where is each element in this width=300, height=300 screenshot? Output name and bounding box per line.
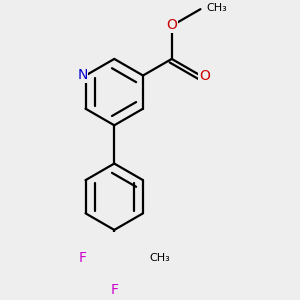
- Text: F: F: [78, 251, 86, 265]
- Text: O: O: [166, 18, 177, 32]
- Text: CH₃: CH₃: [149, 253, 170, 263]
- Text: O: O: [199, 68, 210, 83]
- Text: N: N: [77, 68, 88, 82]
- Text: CH₃: CH₃: [207, 3, 228, 13]
- Text: F: F: [110, 283, 118, 297]
